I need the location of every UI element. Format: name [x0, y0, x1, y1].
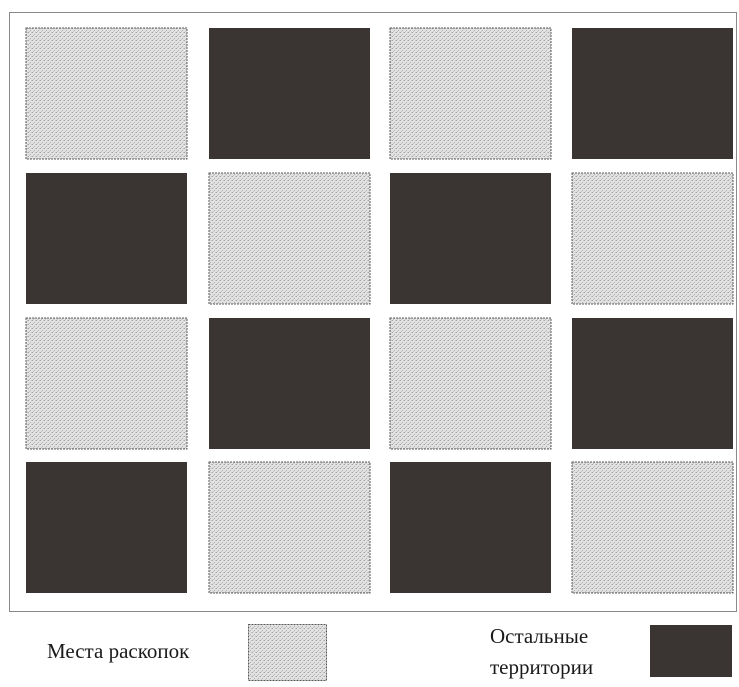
- excavation-plot: [208, 461, 371, 594]
- excavation-plot: [208, 172, 371, 305]
- legend-other-swatch: [650, 625, 732, 677]
- excavation-plot: [25, 317, 188, 450]
- legend-other-label: Остальные территории: [490, 624, 594, 679]
- other-territory-plot: [390, 173, 551, 304]
- excavation-plot: [25, 27, 188, 160]
- excavation-plot: [571, 461, 734, 594]
- legend-excavation-label: Места раскопок: [47, 639, 190, 663]
- other-territory-plot: [572, 28, 733, 159]
- other-territory-plot: [390, 462, 551, 593]
- excavation-plot: [389, 27, 552, 160]
- other-territory-plot: [572, 318, 733, 449]
- other-territory-plot: [209, 28, 370, 159]
- legend-excavation-swatch: [248, 624, 327, 681]
- plot-grid: [25, 27, 734, 594]
- other-territory-plot: [26, 462, 187, 593]
- excavation-plot: [389, 317, 552, 450]
- other-territory-plot: [26, 173, 187, 304]
- excavation-plot: [571, 172, 734, 305]
- other-territory-plot: [209, 318, 370, 449]
